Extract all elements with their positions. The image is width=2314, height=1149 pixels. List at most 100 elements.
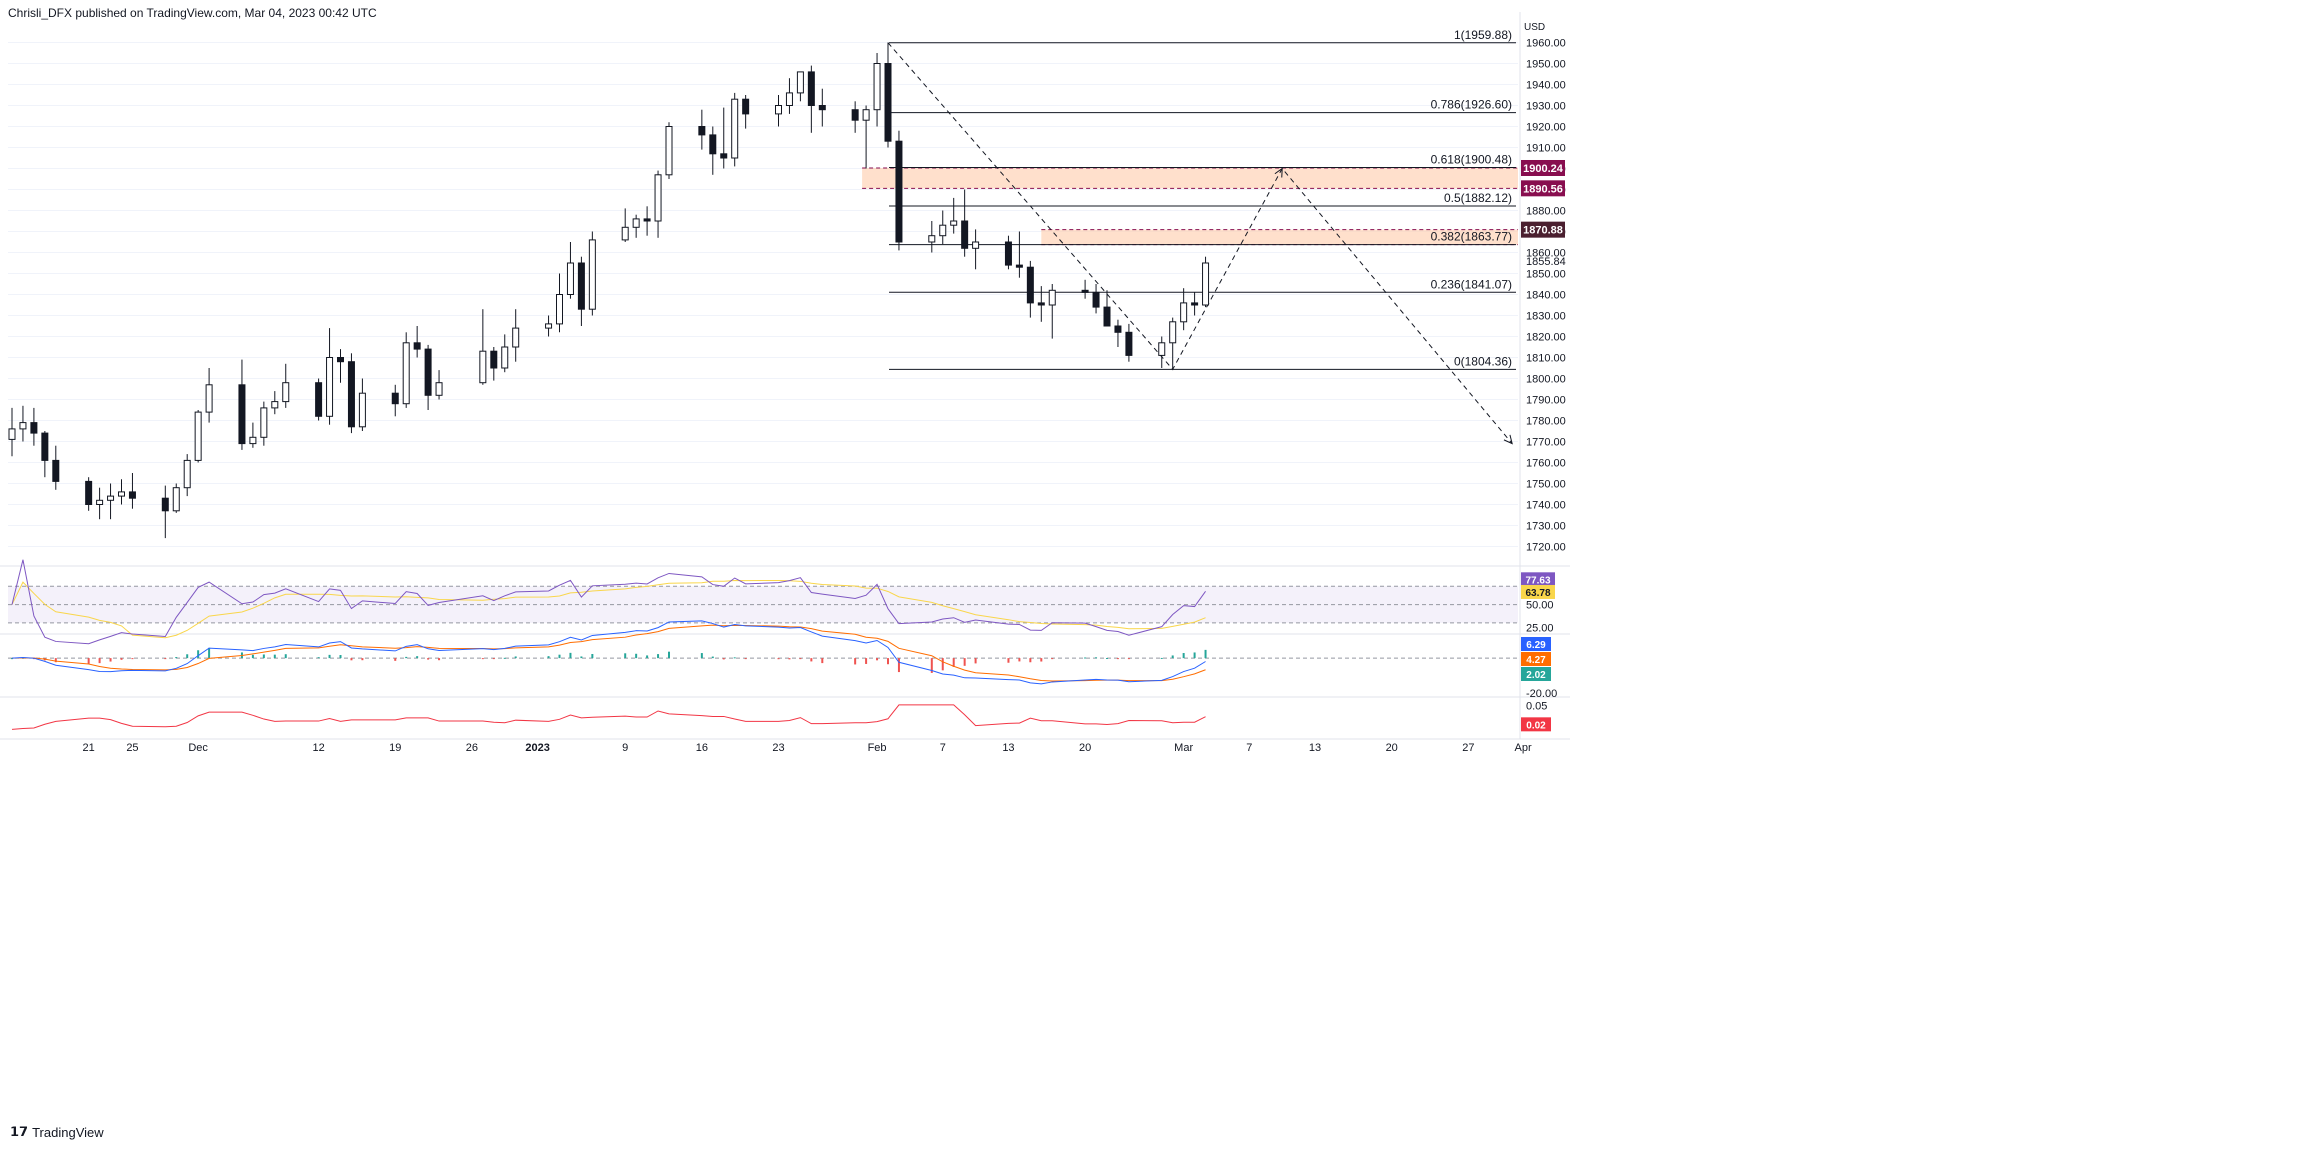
macd-histogram-bar <box>197 650 200 659</box>
macd-histogram-bar <box>1040 658 1043 662</box>
candle-body <box>1081 289 1089 293</box>
macd-histogram-bar <box>1018 658 1021 662</box>
candle-body <box>1125 331 1133 356</box>
time-tick-label: 12 <box>312 742 324 754</box>
macd-histogram-bar <box>416 656 419 659</box>
candle-body <box>490 350 498 369</box>
price-tick-label: 1790.00 <box>1526 395 1566 407</box>
candle-body <box>282 382 290 403</box>
candle-body <box>775 105 782 115</box>
time-tick-label: Apr <box>1515 742 1532 754</box>
macd-histogram-bar <box>865 658 868 664</box>
candle-body <box>8 428 16 440</box>
candle-body <box>118 491 125 497</box>
price-tick-label: 1730.00 <box>1526 521 1566 533</box>
candle-body <box>621 226 629 241</box>
time-tick-label: 2023 <box>525 742 549 754</box>
candle-body <box>1202 262 1210 306</box>
macd-histogram-bar <box>711 656 714 659</box>
grid <box>0 12 1570 740</box>
candle-body <box>347 361 355 428</box>
candle-body <box>895 140 903 243</box>
macd-histogram-bar <box>1182 653 1185 659</box>
time-tick-label: Dec <box>188 742 208 754</box>
macd-value-badge <box>1521 667 1551 681</box>
projection-path <box>887 42 1513 445</box>
candle-body <box>479 350 487 384</box>
macd-histogram-bar <box>427 658 430 660</box>
candle-body <box>194 411 202 461</box>
macd-histogram-bar <box>744 658 747 660</box>
macd-histogram-bar <box>941 658 944 671</box>
price-badge <box>1521 180 1565 197</box>
candle-body <box>862 109 870 121</box>
candle-body <box>588 239 596 310</box>
macd-histogram-bar <box>1095 657 1098 659</box>
candle-body <box>337 357 344 363</box>
macd-histogram-bar <box>54 658 57 663</box>
price-badge <box>1521 221 1565 238</box>
macd-histogram-bar <box>1106 658 1108 660</box>
candle-body <box>424 348 432 396</box>
candle-body <box>52 459 60 482</box>
macd-histogram-bar <box>284 654 287 659</box>
macd-histogram-bar <box>657 654 660 659</box>
price-tick-label: 1740.00 <box>1526 500 1566 512</box>
candle-body <box>851 109 859 121</box>
price-tick-label: 1780.00 <box>1526 416 1566 428</box>
macd-histogram-bar <box>569 652 572 659</box>
macd-histogram-bar <box>11 658 13 660</box>
candle-body <box>961 220 969 249</box>
time-tick-label: 7 <box>940 742 946 754</box>
macd-histogram-bar <box>876 658 879 661</box>
candle-body <box>172 487 180 512</box>
macd-value-badge <box>1521 652 1551 666</box>
macd-value-label: 4.27 <box>1526 655 1546 666</box>
macd-histogram-bar <box>131 658 134 660</box>
candle-body <box>972 241 980 249</box>
macd-histogram-bar <box>208 647 211 659</box>
candle-body <box>161 497 169 512</box>
rsi-value-label: 63.78 <box>1525 588 1550 599</box>
fib-level-label: 1(1959.88) <box>1454 28 1512 42</box>
rsi-ma-line <box>11 579 1206 639</box>
macd-histogram-bar <box>120 658 123 660</box>
candle-body <box>1169 321 1177 344</box>
macd-histogram-bar <box>558 654 561 659</box>
macd-histogram-bar <box>668 651 670 659</box>
macd-histogram-bar <box>492 658 495 660</box>
macd-histogram-bar <box>175 657 178 659</box>
macd-tick-label: -20.00 <box>1526 688 1557 700</box>
candle-body <box>1180 302 1188 323</box>
candle-body <box>107 495 115 501</box>
candle-body <box>391 392 399 405</box>
candle-body <box>928 235 936 243</box>
time-tick-label: 20 <box>1079 742 1091 754</box>
rsi-tick-label: 50.00 <box>1526 600 1554 612</box>
candle-body <box>643 218 651 222</box>
macd-histogram-bar <box>591 653 594 659</box>
price-tick-label: 1930.00 <box>1526 101 1566 113</box>
candle-body <box>315 382 323 417</box>
price-tick-label: 1850.00 <box>1526 269 1566 281</box>
price-axis: 1720.00 1730.00 1740.00 1750.00 1760.00 1770.… <box>1521 22 1566 732</box>
fib-level-label: 0.786(1926.60) <box>1431 98 1512 112</box>
macd-histogram-bar <box>87 658 90 664</box>
time-axis[interactable]: 21 25 Dec 12 19 26 2023 9 16 23 Feb 7 13 20 Mar 7 13 20 27… <box>83 742 1532 754</box>
macd-value-label: 2.02 <box>1526 670 1546 681</box>
candle-body <box>566 262 574 295</box>
macd-histogram-bar <box>788 658 791 660</box>
price-tick-label: 1940.00 <box>1526 80 1566 92</box>
macd-histogram-bar <box>317 657 320 659</box>
price-tick-label: 1810.00 <box>1526 353 1566 365</box>
tradingview-logo[interactable]: 𝟭𝟳 TradingView <box>10 1124 104 1140</box>
time-tick-label: 7 <box>1246 742 1252 754</box>
candle-body <box>556 294 563 325</box>
macd-value-label: 6.29 <box>1526 640 1546 651</box>
tradingview-mark-icon: 𝟭𝟳 <box>10 1124 29 1139</box>
tradingview-logo-text: TradingView <box>32 1124 104 1140</box>
fib-zone <box>862 167 1518 189</box>
indicator-value-label: 0.02 <box>1526 720 1546 731</box>
indicator-line <box>11 704 1206 730</box>
indicator-panes <box>8 559 1518 730</box>
